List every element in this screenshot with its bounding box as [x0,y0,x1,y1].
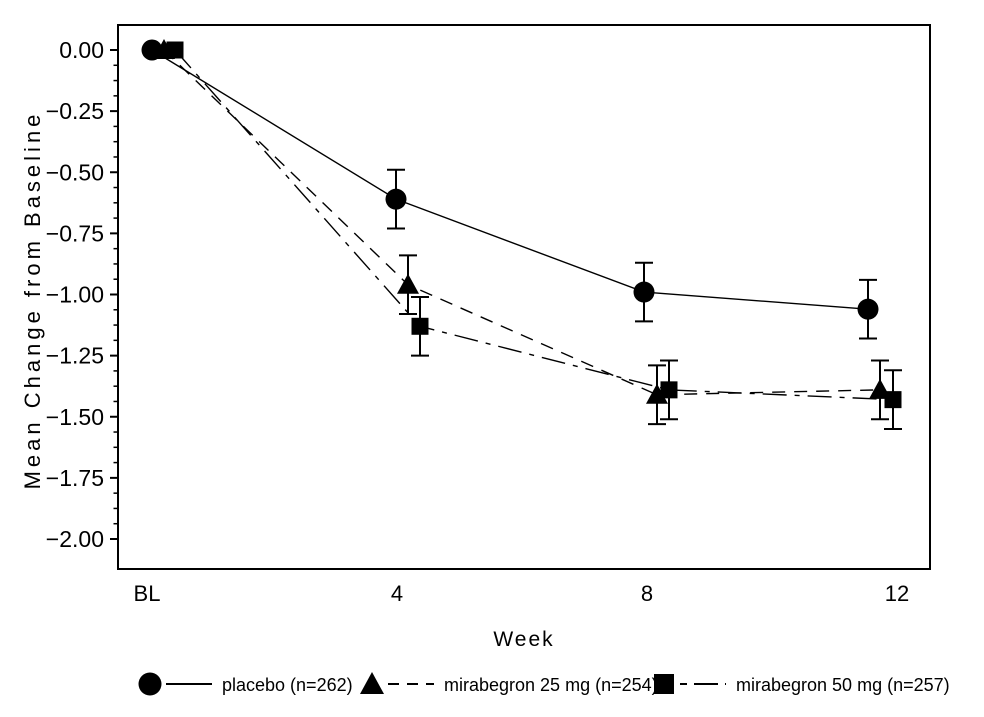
legend-item-square: mirabegron 50 mg (n=257) [654,674,950,695]
x-tick-label: BL [134,581,161,606]
plot-area: 0.00 −0.25 −0.50 −0.75 −1.00 −1.25 −1.50 −1.75 −… [46,24,931,606]
legend-label-triangle: mirabegron 25 mg (n=254) [444,675,658,695]
plot-frame [117,24,931,570]
y-tick-label: −1.50 [46,404,104,430]
y-tick-label: −2.00 [46,526,104,552]
square-marker [166,41,184,59]
y-tick-label: −0.25 [46,98,104,124]
y-tick-label: −1.25 [46,343,104,369]
triangle-marker [397,273,419,294]
series-line-square [174,49,894,401]
y-tick-label: −1.75 [46,465,104,491]
legend-square-icon [654,674,674,694]
series-line-circle [151,49,869,310]
y-axis-title: Mean Change from Baseline [20,111,45,490]
legend-item-triangle: mirabegron 25 mg (n=254) [360,672,658,695]
x-axis-title: Week [493,628,554,651]
legend-label-circle: placebo (n=262) [222,675,353,695]
circle-marker [857,298,879,320]
legend-label-square: mirabegron 50 mg (n=257) [736,675,950,695]
y-tick-label: 0.00 [59,37,104,63]
series-line-triangle [163,49,881,396]
triangle-marker [646,383,668,404]
legend-circle-icon [138,672,162,696]
circle-marker [633,281,655,303]
square-marker [660,381,678,399]
legend: placebo (n=262) mirabegron 25 mg (n=254) m… [138,672,950,696]
square-marker [884,391,902,409]
square-marker [411,317,429,335]
circle-marker [385,188,407,210]
y-tick-label: −1.00 [46,282,104,308]
x-tick-label: 4 [391,581,403,606]
y-tick-label: −0.75 [46,220,104,246]
x-tick-label: 8 [641,581,653,606]
legend-item-circle: placebo (n=262) [138,672,353,696]
legend-triangle-icon [360,672,384,694]
y-tick-label: −0.50 [46,159,104,185]
x-tick-label: 12 [885,581,909,606]
